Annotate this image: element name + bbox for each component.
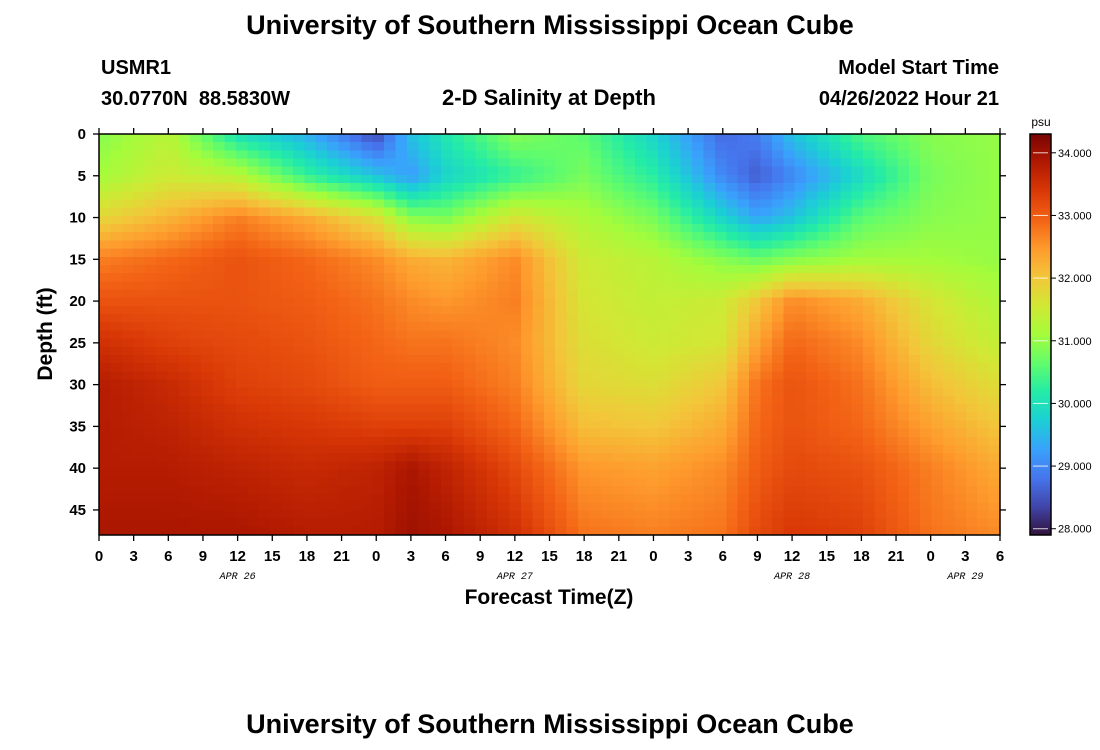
y-tick-label: 20 bbox=[69, 293, 86, 310]
x-tick-label: 18 bbox=[853, 548, 870, 565]
salinity-heatmap bbox=[99, 134, 1000, 535]
x-axis-label: Forecast Time(Z) bbox=[465, 586, 634, 609]
colorbar-frame bbox=[1029, 133, 1052, 536]
y-axis-tick-labels: 0 5 10 15 20 25 30 35 40 45 bbox=[69, 126, 86, 519]
x-tick-label: 6 bbox=[164, 548, 172, 565]
x-tick-label: 3 bbox=[684, 548, 692, 565]
colorbar-tick-label: 29.000 bbox=[1058, 461, 1092, 473]
y-tick-label: 45 bbox=[69, 502, 86, 519]
plot-title: 2-D Salinity at Depth bbox=[442, 85, 656, 110]
footer-title: University of Southern Mississippi Ocean… bbox=[246, 709, 854, 739]
date-label: APR 26 bbox=[219, 572, 256, 583]
model-start-value: 04/26/2022 Hour 21 bbox=[819, 88, 999, 110]
y-tick-label: 40 bbox=[69, 460, 86, 477]
x-tick-label: 21 bbox=[610, 548, 627, 565]
x-tick-label: 21 bbox=[888, 548, 905, 565]
x-tick-label: 0 bbox=[372, 548, 380, 565]
x-tick-label: 15 bbox=[541, 548, 558, 565]
y-tick-label: 0 bbox=[78, 126, 86, 143]
x-tick-label: 6 bbox=[996, 548, 1004, 565]
date-label: APR 29 bbox=[946, 572, 983, 583]
y-tick-label: 15 bbox=[69, 251, 86, 268]
colorbar-tick-label: 33.000 bbox=[1058, 210, 1092, 222]
y-tick-label: 10 bbox=[69, 210, 86, 227]
colorbar-tick-label: 32.000 bbox=[1058, 273, 1092, 285]
x-tick-label: 12 bbox=[229, 548, 246, 565]
y-tick-label: 5 bbox=[78, 168, 86, 185]
date-label: APR 28 bbox=[773, 572, 810, 583]
colorbar-unit: psu bbox=[1031, 115, 1050, 129]
colorbar-tick-labels: 28.000 29.000 30.000 31.000 32.000 33.000 34.0… bbox=[1058, 148, 1092, 536]
colorbar-tick-label: 31.000 bbox=[1058, 336, 1092, 348]
plot-frame bbox=[98, 133, 1001, 536]
x-tick-label: 18 bbox=[299, 548, 316, 565]
date-label: APR 27 bbox=[496, 572, 533, 583]
model-start-label: Model Start Time bbox=[838, 57, 999, 79]
colorbar-tick-label: 28.000 bbox=[1058, 524, 1092, 536]
station-id: USMR1 bbox=[101, 57, 171, 79]
y-axis-label: Depth (ft) bbox=[34, 287, 57, 380]
x-tick-label: 3 bbox=[129, 548, 137, 565]
x-axis-date-labels: APR 26 APR 27 APR 28 APR 29 bbox=[219, 572, 984, 583]
y-tick-label: 35 bbox=[69, 418, 86, 435]
x-tick-label: 3 bbox=[407, 548, 415, 565]
x-tick-label: 0 bbox=[927, 548, 935, 565]
x-tick-label: 18 bbox=[576, 548, 593, 565]
x-axis-ticks bbox=[98, 128, 1001, 541]
x-tick-label: 9 bbox=[199, 548, 207, 565]
x-tick-label: 12 bbox=[507, 548, 524, 565]
colorbar-gradient bbox=[1030, 134, 1051, 535]
x-tick-label: 9 bbox=[753, 548, 761, 565]
y-tick-label: 30 bbox=[69, 377, 86, 394]
x-tick-label: 6 bbox=[719, 548, 727, 565]
x-tick-label: 9 bbox=[476, 548, 484, 565]
x-tick-label: 0 bbox=[649, 548, 657, 565]
x-axis-tick-labels: 0 3 6 9 12 15 18 21 0 3 6 9 12 15 18 21 0 3 6 9 12 15 18 21 0 3 6 bbox=[95, 548, 1004, 565]
colorbar-ticks bbox=[1033, 152, 1056, 530]
x-tick-label: 12 bbox=[784, 548, 801, 565]
station-coords: 30.0770N 88.5830W bbox=[101, 88, 290, 110]
page-title: University of Southern Mississippi Ocean… bbox=[246, 10, 854, 40]
y-axis-ticks bbox=[93, 133, 1006, 511]
x-tick-label: 3 bbox=[961, 548, 969, 565]
x-tick-label: 21 bbox=[333, 548, 350, 565]
colorbar-tick-label: 34.000 bbox=[1058, 148, 1092, 160]
x-tick-label: 15 bbox=[264, 548, 281, 565]
y-tick-label: 25 bbox=[69, 335, 86, 352]
x-tick-label: 0 bbox=[95, 548, 103, 565]
x-tick-label: 6 bbox=[441, 548, 449, 565]
colorbar-tick-label: 30.000 bbox=[1058, 398, 1092, 410]
x-tick-label: 15 bbox=[818, 548, 835, 565]
